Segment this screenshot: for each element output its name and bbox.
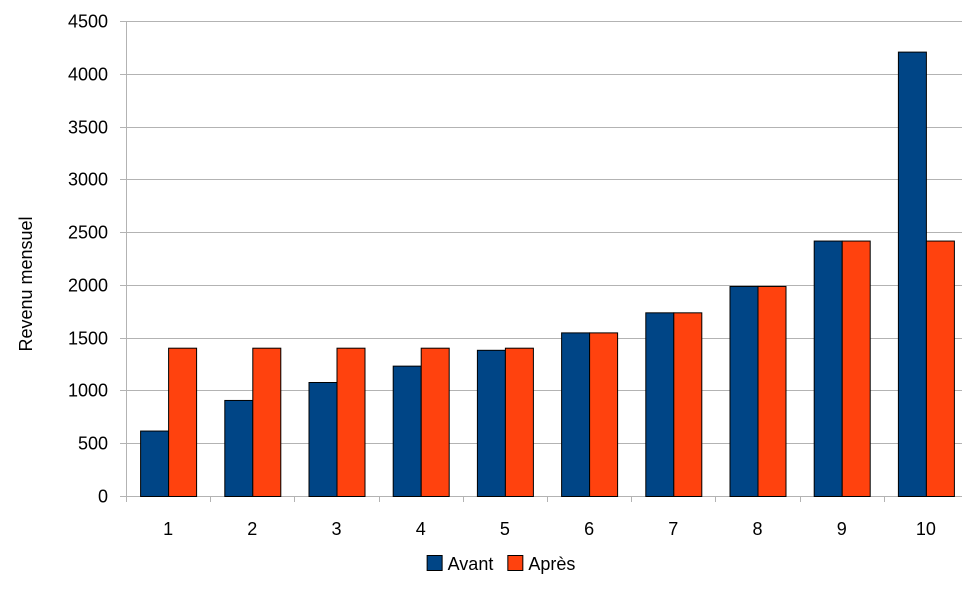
legend-swatch-apr-s [507, 555, 524, 571]
bar-avant-1 [140, 430, 170, 497]
x-tick-label: 10 [916, 519, 936, 539]
x-tick-label: 8 [752, 519, 762, 539]
bar-apr-s-9 [841, 240, 871, 497]
bar-apr-s-10 [925, 240, 955, 497]
bar-apr-s-8 [757, 285, 787, 498]
x-tick-labels: 1 2 3 4 5 6 7 8 9 10 [163, 519, 936, 539]
axes [120, 21, 885, 502]
y-tick-label: 500 [78, 434, 108, 454]
bar-apr-s-3 [336, 347, 366, 498]
bar-apr-s-6 [589, 332, 619, 497]
x-tick-label: 1 [163, 519, 173, 539]
y-tick-labels: 0 500 1000 1500 2000 2500 3000 3500 4000 4500 [68, 12, 108, 507]
y-tick-label: 2500 [68, 223, 108, 243]
bar-apr-s-4 [420, 347, 450, 498]
x-tick-label: 5 [500, 519, 510, 539]
y-tick-label: 3000 [68, 170, 108, 190]
legend-label: Après [528, 554, 575, 574]
y-tick-label: 4000 [68, 65, 108, 85]
bar-avant-3 [308, 382, 338, 497]
x-tick-label: 3 [331, 519, 341, 539]
bar-apr-s-5 [504, 347, 534, 498]
y-axis-title: Revenu mensuel [16, 216, 36, 351]
bars [140, 51, 955, 498]
legend: Avant Après [426, 554, 575, 574]
legend-label: Avant [448, 554, 494, 574]
bar-avant-6 [561, 332, 591, 497]
x-tick-label: 2 [247, 519, 257, 539]
y-tick-label: 2000 [68, 276, 108, 296]
bar-avant-5 [476, 349, 506, 497]
bar-avant-4 [392, 365, 422, 497]
y-tick-label: 4500 [68, 12, 108, 32]
y-tick-label: 0 [98, 487, 108, 507]
bar-avant-8 [729, 285, 759, 498]
y-tick-label: 3500 [68, 118, 108, 138]
bar-apr-s-7 [673, 312, 703, 498]
y-tick-label: 1500 [68, 329, 108, 349]
x-tick-label: 7 [668, 519, 678, 539]
x-tick-label: 9 [837, 519, 847, 539]
bar-apr-s-2 [252, 347, 282, 498]
bar-apr-s-1 [168, 347, 198, 498]
x-tick-label: 4 [416, 519, 426, 539]
legend-swatch-avant [426, 555, 443, 571]
y-tick-label: 1000 [68, 381, 108, 401]
bar-avant-7 [645, 312, 675, 498]
bar-avant-10 [897, 51, 927, 497]
x-tick-label: 6 [584, 519, 594, 539]
bar-avant-9 [813, 240, 843, 497]
bar-avant-2 [224, 399, 254, 498]
